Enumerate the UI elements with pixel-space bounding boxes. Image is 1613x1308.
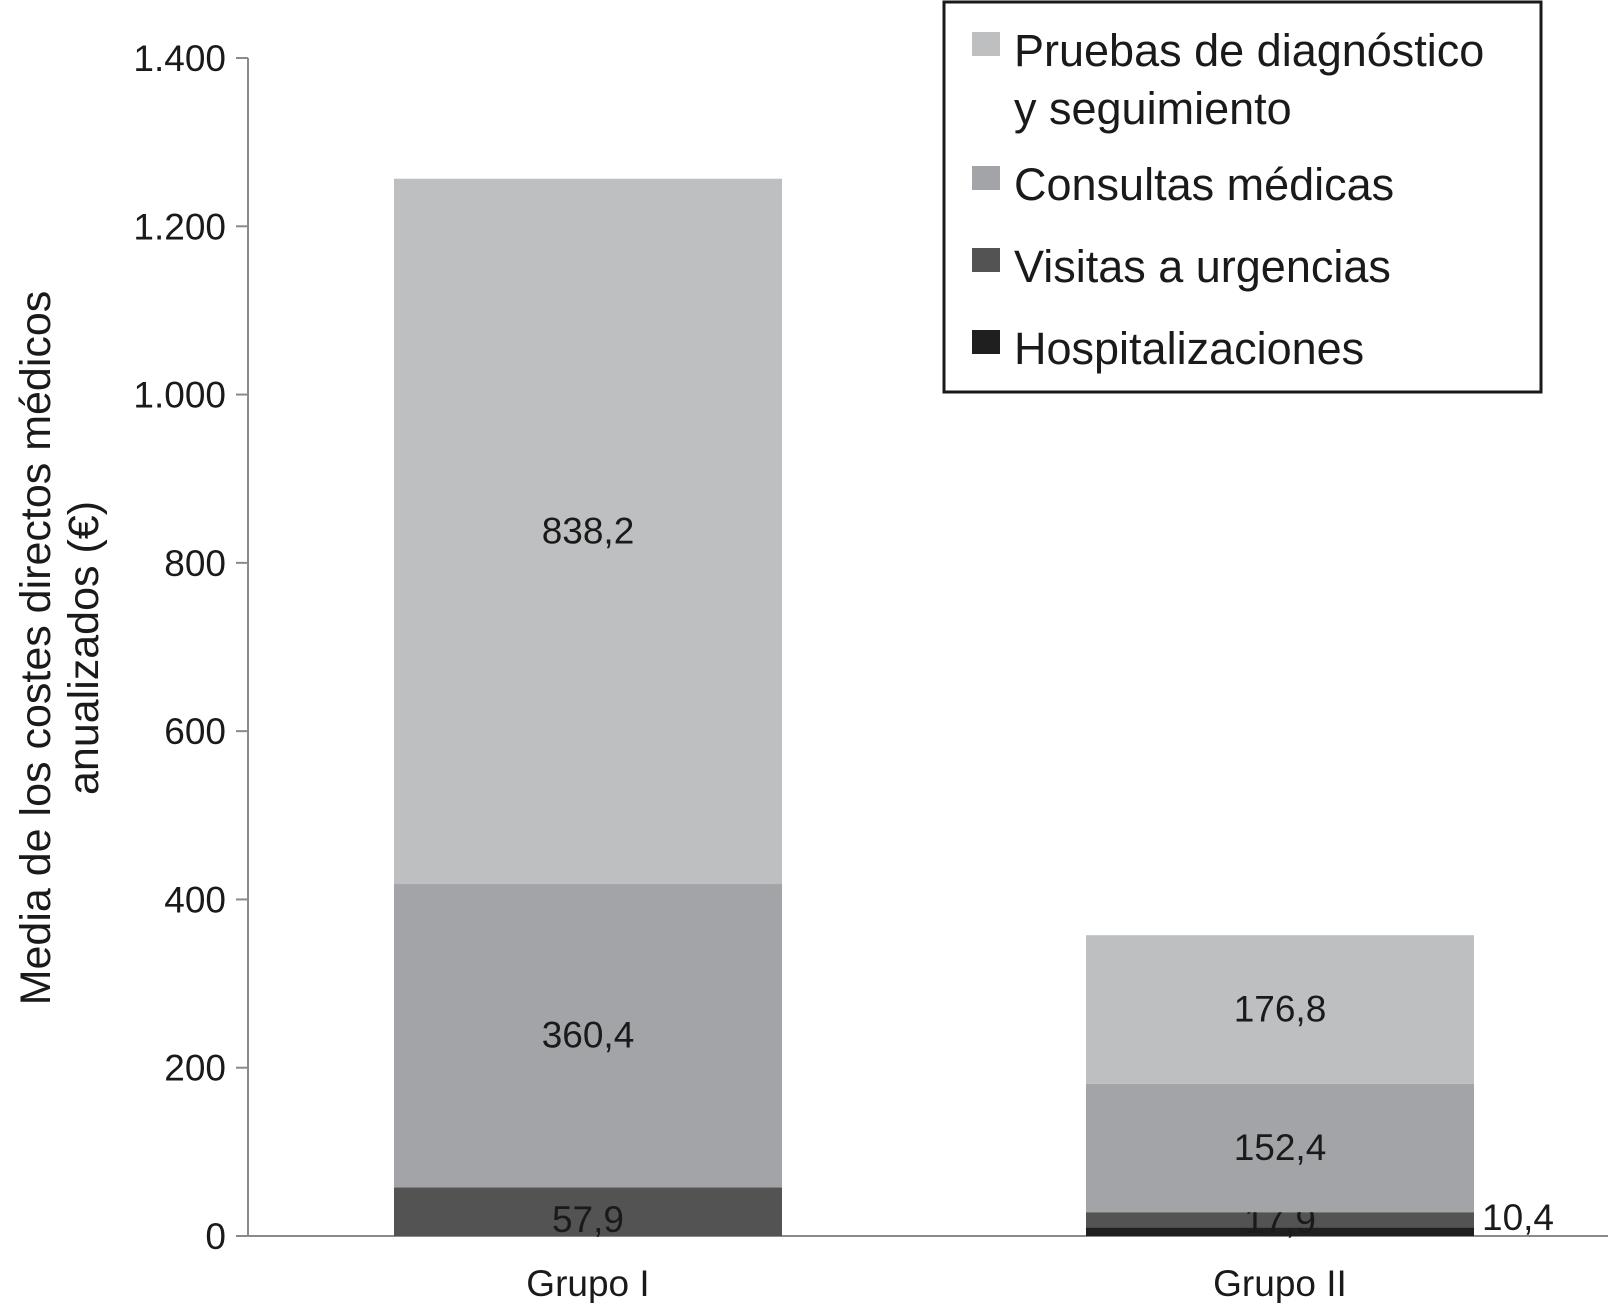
bar-segment [1086, 1227, 1474, 1236]
y-tick-label: 800 [164, 543, 226, 584]
data-label: 10,4 [1482, 1197, 1554, 1238]
legend-swatch [972, 248, 1000, 272]
legend-box [942, 0, 1543, 394]
y-axis-label: Media de los costes directos médicos [12, 291, 60, 1006]
x-tick-label: Grupo II [1213, 1263, 1347, 1303]
legend-label: Visitas a urgencias [1014, 241, 1391, 292]
y-tick-label: 600 [164, 711, 226, 752]
legend-label: y seguimiento [1014, 83, 1292, 134]
data-label: 360,4 [542, 1015, 635, 1056]
legend-label: Consultas médicas [1014, 159, 1394, 210]
x-tick-label: Grupo I [526, 1263, 649, 1303]
y-tick-label: 0 [205, 1216, 226, 1257]
bar-segment [394, 178, 782, 885]
legend-label: Hospitalizaciones [1014, 323, 1364, 374]
bar-segment [394, 1187, 782, 1236]
legend-swatch [972, 166, 1000, 190]
y-tick-label: 200 [164, 1048, 226, 1089]
legend-label: Pruebas de diagnóstico [1014, 25, 1484, 76]
legend-swatch [972, 32, 1000, 56]
bar-segment [1086, 1212, 1474, 1228]
y-tick-label: 1.200 [133, 206, 226, 247]
bar-segment [1086, 935, 1474, 1084]
legend-swatch [972, 330, 1000, 354]
y-axis-label: anualizados (€) [60, 501, 108, 795]
data-label: 57,9 [552, 1199, 624, 1240]
data-label: 176,8 [1234, 989, 1327, 1030]
y-tick-label: 400 [164, 879, 226, 920]
data-label: 838,2 [542, 510, 635, 551]
bar-segment [1086, 1083, 1474, 1213]
data-label: 152,4 [1234, 1127, 1327, 1168]
y-tick-label: 1.000 [133, 375, 226, 416]
bar-segment [394, 884, 782, 1188]
y-tick-label: 1.400 [133, 38, 226, 79]
